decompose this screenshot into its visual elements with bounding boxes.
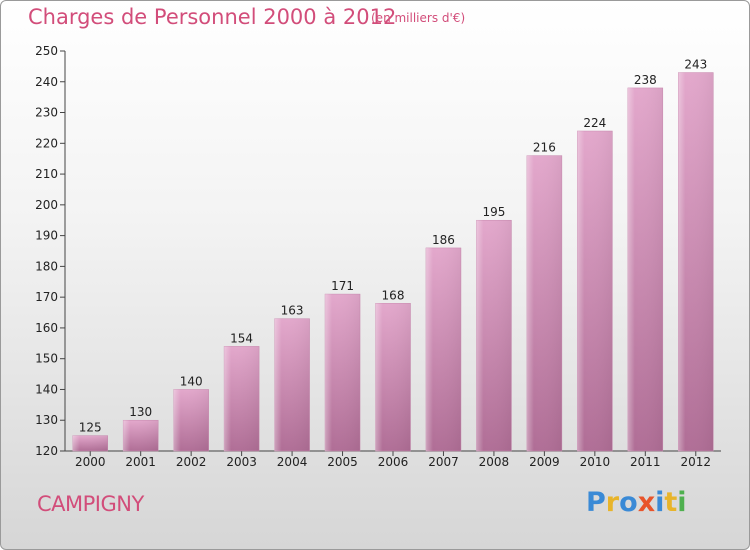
y-tick-label: 120 bbox=[35, 444, 58, 458]
bar-shine bbox=[678, 72, 714, 452]
x-tick-label: 2000 bbox=[75, 455, 106, 469]
x-tick-label: 2003 bbox=[226, 455, 257, 469]
y-tick-label: 250 bbox=[35, 44, 58, 58]
y-tick-label: 170 bbox=[35, 290, 58, 304]
y-tick-label: 210 bbox=[35, 167, 58, 181]
x-tick-label: 2010 bbox=[580, 455, 611, 469]
bar-shine bbox=[375, 303, 411, 451]
x-tick-label: 2005 bbox=[327, 455, 358, 469]
bar-shine bbox=[72, 435, 108, 451]
bar-shine bbox=[425, 247, 461, 451]
y-tick-label: 150 bbox=[35, 352, 58, 366]
chart-subtitle: (en milliers d'€) bbox=[371, 11, 466, 25]
data-label: 243 bbox=[684, 58, 707, 72]
logo-letter: o bbox=[619, 487, 638, 518]
data-label: 163 bbox=[281, 304, 304, 318]
x-tick-label: 2006 bbox=[378, 455, 409, 469]
y-tick-label: 180 bbox=[35, 259, 58, 273]
bar-shine bbox=[577, 131, 613, 451]
data-label: 195 bbox=[482, 205, 505, 219]
x-tick-label: 2012 bbox=[680, 455, 711, 469]
bar-shine bbox=[173, 389, 209, 451]
data-label: 186 bbox=[432, 233, 455, 247]
bar-shine bbox=[224, 346, 260, 451]
logo-letter: P bbox=[586, 487, 606, 518]
data-label: 130 bbox=[129, 405, 152, 419]
y-tick-label: 190 bbox=[35, 229, 58, 243]
logo-letter: i bbox=[655, 487, 665, 518]
x-tick-label: 2002 bbox=[176, 455, 207, 469]
x-tick-label: 2007 bbox=[428, 455, 459, 469]
x-tick-label: 2001 bbox=[125, 455, 156, 469]
data-label: 224 bbox=[583, 116, 606, 130]
logo-letter: x bbox=[637, 487, 656, 518]
bar-shine bbox=[476, 220, 512, 451]
bar-shine bbox=[325, 294, 361, 451]
logo-letter: r bbox=[605, 487, 620, 518]
chart-title: Charges de Personnel 2000 à 2012 bbox=[28, 5, 397, 29]
y-tick-label: 220 bbox=[35, 136, 58, 150]
y-tick-label: 200 bbox=[35, 198, 58, 212]
data-label: 238 bbox=[634, 73, 657, 87]
bar-shine bbox=[526, 155, 562, 451]
x-tick-label: 2008 bbox=[479, 455, 510, 469]
data-label: 154 bbox=[230, 331, 253, 345]
data-label: 168 bbox=[382, 288, 405, 302]
data-label: 140 bbox=[180, 374, 203, 388]
data-label: 171 bbox=[331, 279, 354, 293]
data-label: 216 bbox=[533, 141, 556, 155]
y-tick-label: 160 bbox=[35, 321, 58, 335]
y-tick-label: 240 bbox=[35, 75, 58, 89]
y-tick-label: 140 bbox=[35, 382, 58, 396]
bar-shine bbox=[123, 420, 159, 451]
x-tick-label: 2004 bbox=[277, 455, 308, 469]
x-tick-label: 2011 bbox=[630, 455, 661, 469]
bar-shine bbox=[274, 318, 310, 451]
chart-axes: 120 130 140 150 160 170 180 190 200 210 220 230 240 2… bbox=[35, 44, 721, 458]
city-name: CAMPIGNY bbox=[37, 492, 144, 516]
y-tick-label: 230 bbox=[35, 106, 58, 120]
logo-letter: i bbox=[677, 487, 687, 518]
chart-labels: 2000 125 2001 130 2002 140 2003 154 2004 163 2005 1… bbox=[75, 58, 711, 469]
y-tick-label: 130 bbox=[35, 413, 58, 427]
logo-letter: t bbox=[664, 487, 678, 518]
proxiti-logo[interactable]: Proxiti bbox=[586, 487, 687, 518]
chart-bars bbox=[72, 72, 714, 452]
data-label: 125 bbox=[79, 421, 102, 435]
bar-shine bbox=[627, 87, 663, 451]
x-tick-label: 2009 bbox=[529, 455, 560, 469]
